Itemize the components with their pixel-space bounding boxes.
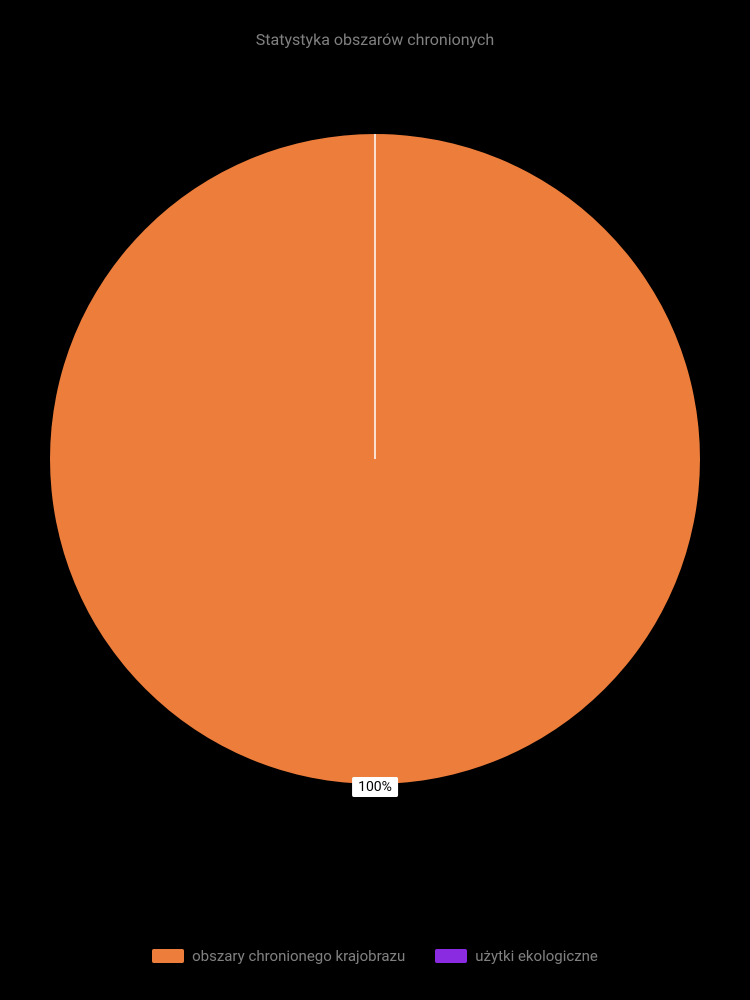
pie-chart-container: 100% xyxy=(45,129,705,789)
pie-slice-main xyxy=(50,134,700,784)
legend-label-1: użytki ekologiczne xyxy=(475,947,598,965)
pie-slice-label: 100% xyxy=(352,777,398,797)
legend-label-0: obszary chronionego krajobrazu xyxy=(192,947,405,965)
legend-item-1: użytki ekologiczne xyxy=(435,947,598,965)
chart-title: Statystyka obszarów chronionych xyxy=(256,30,494,49)
pie-chart-svg xyxy=(45,129,705,789)
legend-swatch-0 xyxy=(152,949,184,963)
chart-legend: obszary chronionego krajobrazu użytki ek… xyxy=(0,947,750,965)
legend-swatch-1 xyxy=(435,949,467,963)
legend-item-0: obszary chronionego krajobrazu xyxy=(152,947,405,965)
